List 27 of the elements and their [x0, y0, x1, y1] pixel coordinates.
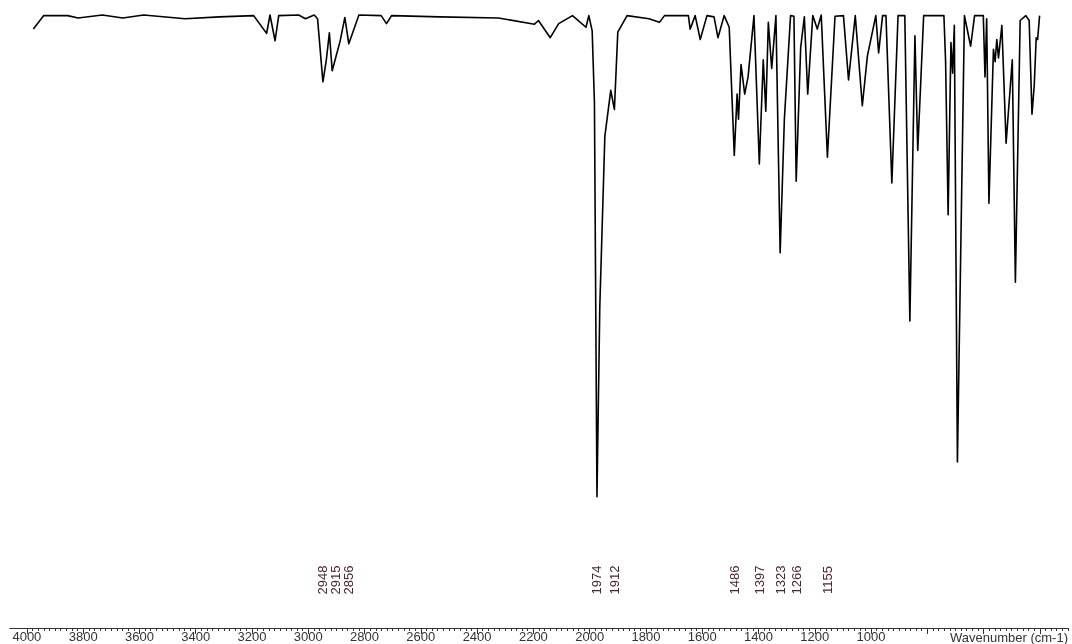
x-tick-label: 2400	[462, 629, 492, 644]
x-tick-label: 3400	[181, 629, 211, 644]
annotation: 1912	[606, 565, 622, 595]
x-tick-label: 1600	[687, 629, 717, 644]
x-tick-label: 2800	[350, 629, 379, 644]
x-tick-label: 1400	[744, 629, 773, 644]
x-tick-label: 1000	[856, 629, 886, 644]
x-tick-label: 3600	[124, 629, 154, 644]
x-tick-label: 3000	[293, 629, 323, 644]
annotation: 1155	[819, 566, 835, 594]
annotation: 2915	[328, 565, 344, 595]
x-axis-title: Wavenumber (cm-1)	[950, 630, 1068, 644]
x-tick-label: 2000	[575, 629, 605, 644]
annotation: 2856	[341, 565, 357, 595]
annotation: 1397	[751, 565, 767, 595]
annotation: 1486	[726, 565, 742, 595]
annotation: 2948	[315, 565, 331, 595]
x-tick-label: 2200	[518, 629, 548, 644]
x-tick-label: 3800	[68, 629, 98, 644]
annotation: 1323	[772, 565, 788, 595]
x-tick-label: 3200	[237, 629, 267, 644]
annotation: 1974	[589, 565, 605, 595]
x-tick-label: 2600	[406, 629, 436, 644]
x-tick-label: 4000	[12, 629, 42, 644]
x-tick-label: 1800	[631, 629, 661, 644]
annotation: 1266	[788, 565, 804, 595]
x-tick-label: 1200	[800, 629, 830, 644]
